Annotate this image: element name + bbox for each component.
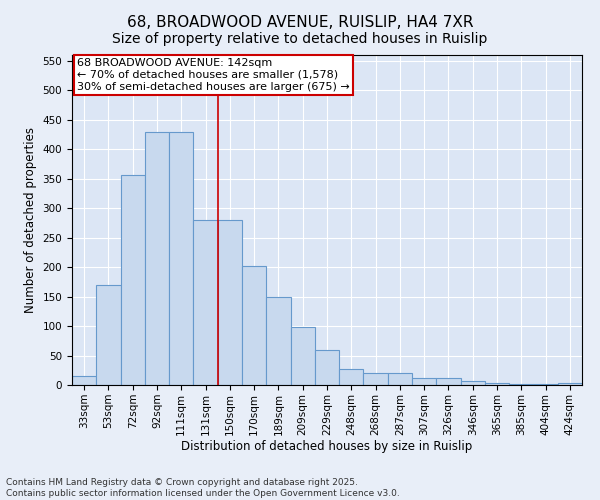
- Bar: [461, 382, 485, 385]
- Bar: [193, 220, 218, 385]
- X-axis label: Distribution of detached houses by size in Ruislip: Distribution of detached houses by size …: [181, 440, 473, 454]
- Bar: [242, 266, 266, 385]
- Text: 68 BROADWOOD AVENUE: 142sqm
← 70% of detached houses are smaller (1,578)
30% of : 68 BROADWOOD AVENUE: 142sqm ← 70% of det…: [77, 58, 350, 92]
- Bar: [485, 383, 509, 385]
- Bar: [145, 132, 169, 385]
- Bar: [364, 373, 388, 385]
- Bar: [412, 378, 436, 385]
- Bar: [339, 369, 364, 385]
- Bar: [169, 132, 193, 385]
- Bar: [509, 384, 533, 385]
- Bar: [121, 174, 145, 385]
- Bar: [266, 296, 290, 385]
- Bar: [290, 327, 315, 385]
- Bar: [96, 285, 121, 385]
- Bar: [436, 378, 461, 385]
- Bar: [388, 373, 412, 385]
- Bar: [315, 350, 339, 385]
- Bar: [533, 384, 558, 385]
- Text: 68, BROADWOOD AVENUE, RUISLIP, HA4 7XR: 68, BROADWOOD AVENUE, RUISLIP, HA4 7XR: [127, 15, 473, 30]
- Y-axis label: Number of detached properties: Number of detached properties: [24, 127, 37, 313]
- Bar: [218, 220, 242, 385]
- Bar: [72, 376, 96, 385]
- Text: Contains HM Land Registry data © Crown copyright and database right 2025.
Contai: Contains HM Land Registry data © Crown c…: [6, 478, 400, 498]
- Text: Size of property relative to detached houses in Ruislip: Size of property relative to detached ho…: [112, 32, 488, 46]
- Bar: [558, 383, 582, 385]
